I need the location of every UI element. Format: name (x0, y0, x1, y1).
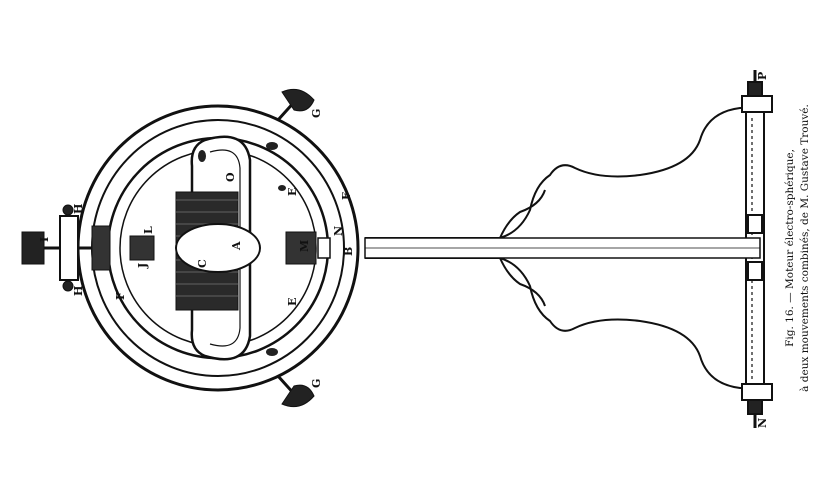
pedestal (364, 70, 773, 428)
label-h-bottom: H (72, 286, 85, 296)
label-c: C (196, 259, 209, 268)
label-n-axis: N (332, 226, 345, 236)
label-p: P (756, 72, 769, 80)
armature-band (129, 135, 331, 361)
label-g-bottom: G (310, 379, 323, 388)
label-f-bottom: F (114, 292, 127, 300)
label-a: A (230, 241, 243, 251)
label-o: O (224, 172, 237, 182)
label-j: J (136, 263, 149, 269)
figure-caption: Fig. 16. — Moteur électro-sphérique, à d… (784, 104, 811, 392)
label-l: L (142, 226, 155, 234)
label-n-base: N (756, 418, 769, 428)
diagram-labels: A C O E E F F G G H H I J L M B N P N (38, 72, 769, 428)
label-e-bottom: E (286, 298, 299, 306)
pivot-knob-top (276, 88, 315, 122)
label-m: M (298, 240, 311, 252)
binding-posts (21, 204, 111, 292)
label-i: I (38, 237, 51, 242)
label-f-top: F (340, 192, 353, 200)
label-h-top: H (72, 204, 85, 214)
label-b: B (342, 247, 355, 256)
pivot-knob-bottom (276, 374, 315, 408)
caption-line-2: à deux mouvements combinés, de M. Gustav… (799, 104, 811, 392)
ring-pins (198, 142, 286, 356)
label-g-top: G (310, 109, 323, 118)
caption-line-1: Fig. 16. — Moteur électro-sphérique, (784, 149, 796, 347)
label-e-top: E (286, 188, 299, 196)
